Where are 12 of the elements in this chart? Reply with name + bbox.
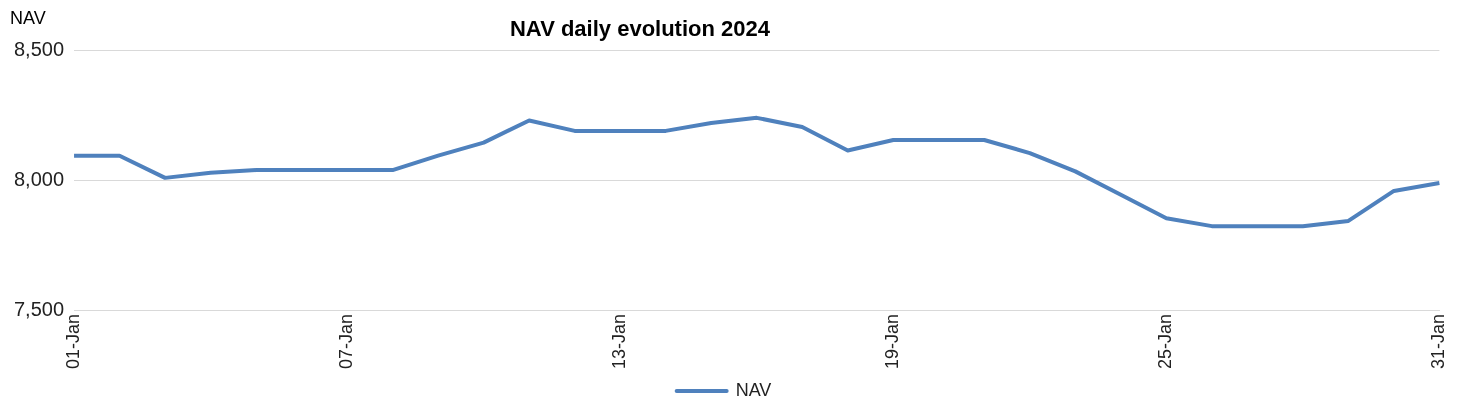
x-tick-label: 13-Jan	[609, 313, 630, 370]
x-tick-label: 19-Jan	[882, 313, 903, 370]
x-tick-label: 01-Jan	[63, 313, 84, 370]
y-tick-label: 8,000	[13, 168, 65, 190]
chart-title: NAV daily evolution 2024	[509, 16, 771, 42]
legend-label: NAV	[735, 379, 772, 400]
y-axis-title: NAV	[10, 8, 46, 29]
x-tick-label: 07-Jan	[336, 313, 357, 370]
x-tick-label: 25-Jan	[1155, 313, 1176, 370]
y-tick-label: 7,500	[13, 298, 65, 321]
y-tick-label: 8,500	[13, 37, 65, 60]
x-tick-label: 31-Jan	[1428, 313, 1449, 370]
